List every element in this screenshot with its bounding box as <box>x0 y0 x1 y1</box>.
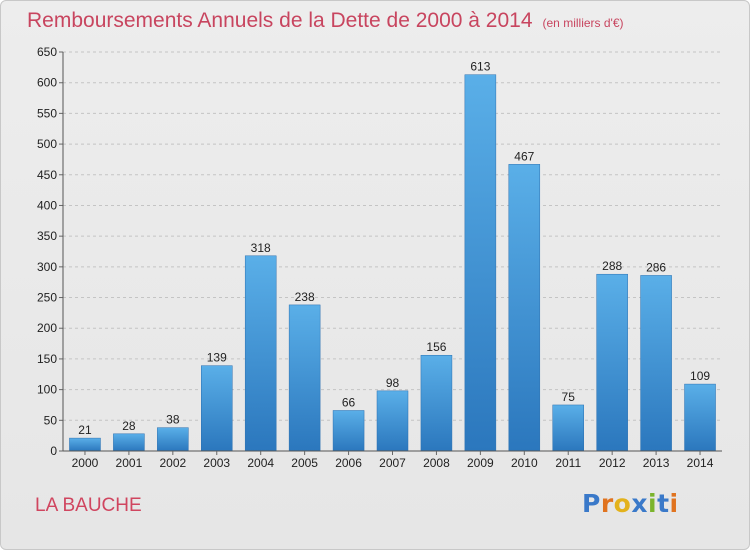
bar-2004 <box>244 255 277 452</box>
x-tick-label-2001: 2001 <box>116 456 143 470</box>
x-tick-label-2005: 2005 <box>291 456 318 470</box>
x-tick-label-2006: 2006 <box>335 456 362 470</box>
y-tick-label: 600 <box>37 76 57 90</box>
y-tick-label: 300 <box>37 260 57 274</box>
x-tick-label-2009: 2009 <box>467 456 494 470</box>
bar-2003 <box>201 365 233 452</box>
logo-letter: i <box>669 489 679 518</box>
x-tick-label-2012: 2012 <box>599 456 626 470</box>
value-label-2010: 467 <box>514 149 534 163</box>
bar-2005 <box>288 304 321 452</box>
value-label-2006: 66 <box>342 395 356 409</box>
bar-2001 <box>113 433 145 452</box>
x-tick-label-2013: 2013 <box>643 456 670 470</box>
bar-2000 <box>69 437 101 452</box>
logo-letter: o <box>613 489 632 518</box>
value-label-2011: 75 <box>562 390 576 404</box>
axis-layer: 0 50 100 150 200 250 300 350 400 450 500 550 600 650 2… <box>37 45 722 470</box>
bar-2012 <box>596 273 628 452</box>
proxiti-logo: Proxiti <box>582 489 679 518</box>
y-tick-label: 500 <box>37 137 57 151</box>
logo-letter: r <box>600 489 614 518</box>
y-tick-label: 200 <box>37 321 57 335</box>
logo-letter: t <box>657 489 670 518</box>
bar-2013 <box>640 275 672 452</box>
y-tick-label: 150 <box>37 352 57 366</box>
y-tick-label: 100 <box>37 383 57 397</box>
value-label-2002: 38 <box>166 413 180 427</box>
bar-2010 <box>508 164 541 452</box>
value-label-2005: 238 <box>295 290 315 304</box>
bar-2008 <box>420 354 453 452</box>
chart-title: Remboursements Annuels de la Dette de 20… <box>27 9 624 33</box>
x-tick-label-2000: 2000 <box>72 456 99 470</box>
value-label-2003: 139 <box>207 351 227 365</box>
x-tick-label-2004: 2004 <box>247 456 274 470</box>
x-tick-label-2014: 2014 <box>687 456 714 470</box>
value-label-2009: 613 <box>470 60 490 74</box>
bar-2014 <box>684 383 716 452</box>
value-label-2007: 98 <box>386 376 400 390</box>
y-tick-label: 400 <box>37 198 57 212</box>
logo-letter: P <box>582 489 601 518</box>
x-tick-label-2003: 2003 <box>203 456 230 470</box>
y-tick-label: 0 <box>50 444 57 458</box>
bar-2006 <box>332 410 365 452</box>
y-tick-label: 250 <box>37 291 57 305</box>
chart-unit-note: (en milliers d'€) <box>542 16 624 30</box>
chart-title-text: Remboursements Annuels de la Dette de 20… <box>27 9 533 32</box>
town-name: LA BAUCHE <box>35 495 142 516</box>
bar-2011 <box>552 404 584 452</box>
bar-layer <box>69 74 716 452</box>
bar-2009 <box>464 74 497 452</box>
y-tick-label: 350 <box>37 229 57 243</box>
value-label-2000: 21 <box>78 423 92 437</box>
x-tick-label-2011: 2011 <box>555 456 581 470</box>
value-label-2014: 109 <box>690 369 710 383</box>
logo-letter: i <box>648 489 658 518</box>
y-tick-label: 450 <box>37 168 57 182</box>
logo-letter: x <box>631 489 648 518</box>
value-label-2004: 318 <box>251 241 271 255</box>
x-tick-label-2010: 2010 <box>511 456 538 470</box>
x-tick-label-2002: 2002 <box>159 456 186 470</box>
value-label-2001: 28 <box>122 419 136 433</box>
value-label-2008: 156 <box>426 340 446 354</box>
grid-layer <box>63 51 722 421</box>
y-tick-label: 50 <box>44 413 58 427</box>
y-tick-label: 650 <box>37 45 57 59</box>
x-tick-label-2008: 2008 <box>423 456 450 470</box>
y-tick-label: 550 <box>37 106 57 120</box>
bar-2002 <box>157 427 189 452</box>
value-label-2012: 288 <box>602 259 622 273</box>
bar-2007 <box>376 390 409 452</box>
value-label-layer: 21 28 38 139 318 238 66 98 156 613 467 75 288 286 109 <box>78 60 710 437</box>
value-label-2013: 286 <box>646 260 666 274</box>
x-tick-label-2007: 2007 <box>379 456 406 470</box>
